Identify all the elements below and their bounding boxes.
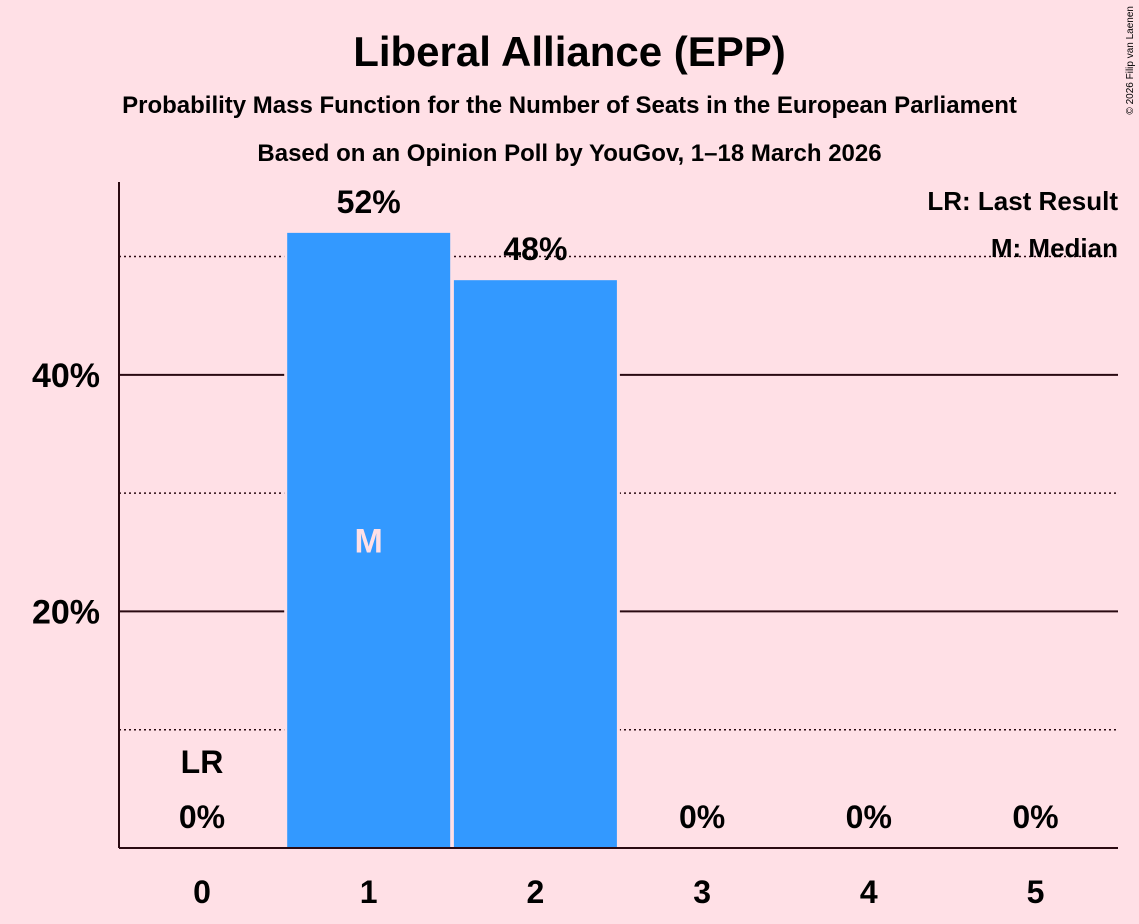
x-tick-label: 5	[1027, 874, 1045, 910]
x-tick-label: 2	[527, 874, 545, 910]
chart-subtitle: Probability Mass Function for the Number…	[122, 92, 1017, 119]
x-tick-labels: 0 1 2 3 4 5	[193, 874, 1044, 910]
legend-median: M: Median	[991, 233, 1118, 263]
chart-title: Liberal Alliance (EPP)	[353, 28, 786, 75]
data-label-1: 52%	[337, 184, 401, 220]
legend-last-result: LR: Last Result	[927, 186, 1118, 216]
y-tick-label: 20%	[32, 593, 100, 631]
x-tick-label: 3	[693, 874, 711, 910]
last-result-marker: LR	[181, 744, 224, 780]
data-label-3: 0%	[679, 799, 725, 835]
data-label-0: 0%	[179, 799, 225, 835]
x-tick-label: 4	[860, 874, 878, 910]
data-label-5: 0%	[1012, 799, 1058, 835]
median-marker: M	[355, 522, 383, 560]
y-tick-label: 40%	[32, 357, 100, 395]
data-label-2: 48%	[503, 231, 567, 267]
data-label-4: 0%	[846, 799, 892, 835]
bars	[284, 232, 620, 849]
credit-text: © 2026 Filip van Laenen	[1125, 6, 1136, 115]
x-tick-label: 0	[193, 874, 211, 910]
chart-subtitle-source: Based on an Opinion Poll by YouGov, 1–18…	[257, 140, 881, 167]
bar-1	[287, 232, 451, 848]
y-tick-labels: 20% 40%	[32, 357, 100, 632]
data-labels: 0% 52% 48% 0% 0% 0% LR M	[179, 184, 1059, 835]
x-tick-label: 1	[360, 874, 378, 910]
bar-2	[453, 280, 617, 849]
